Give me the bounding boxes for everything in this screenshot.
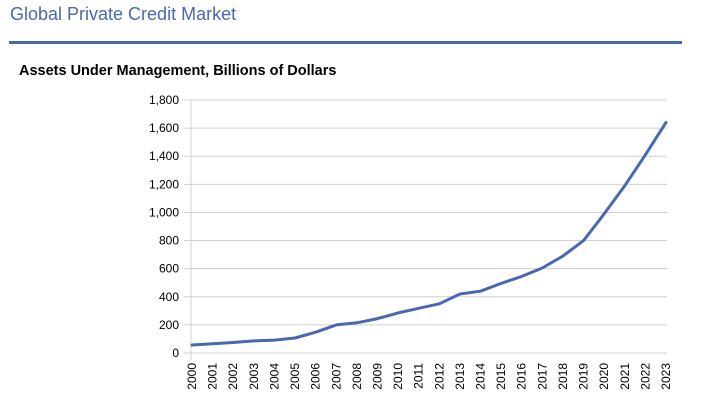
x-tick-label: 2015	[494, 363, 508, 390]
gridlines	[184, 99, 667, 354]
x-tick-label: 2019	[577, 363, 591, 390]
x-tick-label: 2000	[185, 363, 199, 390]
y-tick-label: 1,800	[149, 93, 179, 107]
x-tick-label: 2012	[432, 363, 446, 390]
x-tick-label: 2003	[247, 363, 261, 390]
x-tick-label: 2004	[267, 363, 281, 390]
x-tick-label: 2005	[288, 363, 302, 390]
y-tick-label: 0	[172, 346, 179, 360]
series-group	[190, 121, 668, 347]
x-tick-label: 2008	[350, 363, 364, 390]
x-axis: 2000 2001 2002 2003 2004 2005 2006 2007 2008 2009…	[185, 363, 673, 390]
x-tick-label: 2011	[412, 363, 426, 389]
x-tick-label: 2010	[391, 363, 405, 390]
x-tick-label: 2022	[638, 363, 652, 390]
y-tick-label: 800	[159, 234, 179, 248]
x-tick-label: 2016	[515, 363, 529, 390]
x-tick-label: 2021	[618, 363, 632, 390]
y-tick-label: 600	[159, 262, 179, 276]
page-title: Global Private Credit Market	[10, 4, 237, 24]
y-tick-label: 200	[159, 318, 179, 332]
x-tick-label: 2017	[535, 363, 549, 390]
x-tick-label: 2009	[370, 363, 384, 390]
y-tick-label: 1,200	[149, 177, 179, 191]
x-tick-label: 2023	[659, 363, 673, 390]
y-tick-label: 1,600	[149, 121, 179, 135]
x-tick-label: 2020	[597, 363, 611, 390]
x-tick-label: 2018	[556, 363, 570, 390]
x-tick-label: 2006	[309, 363, 323, 390]
x-tick-label: 2001	[206, 363, 220, 390]
x-tick-label: 2002	[226, 363, 240, 390]
y-tick-label: 400	[159, 290, 179, 304]
title-divider	[9, 41, 682, 44]
y-tick-label: 1,400	[149, 149, 179, 163]
x-tick-label: 2013	[453, 363, 467, 390]
series-line	[190, 121, 668, 347]
x-tick-label: 2007	[329, 363, 343, 390]
y-axis: 0 200 400 600 800 1,000 1,200 1,400 1,600 1,800	[149, 93, 192, 360]
x-tick-label: 2014	[474, 363, 488, 390]
y-tick-label: 1,000	[149, 205, 179, 219]
chart-title: Assets Under Management, Billions of Dol…	[19, 63, 337, 79]
